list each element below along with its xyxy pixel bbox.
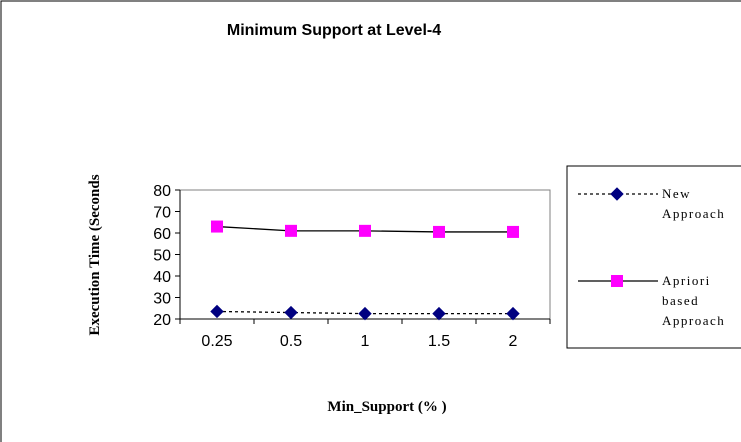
x-tick-label: 1 <box>361 333 370 350</box>
x-tick-label: 0.25 <box>201 333 232 350</box>
legend-box <box>566 165 741 349</box>
data-point-square <box>285 224 297 237</box>
y-axis-ticks: 20 30 40 50 60 70 80 <box>153 183 180 329</box>
y-tick-label: 50 <box>153 248 171 265</box>
x-tick-label: 0.5 <box>280 333 302 350</box>
legend: New Approach Apriori based Approach <box>578 186 725 328</box>
y-tick-label: 20 <box>153 312 171 329</box>
series-layer <box>210 220 520 321</box>
y-tick-label: 30 <box>153 291 171 308</box>
y-axis-label: Execution Time (Seconds <box>87 174 103 335</box>
chart-title: Minimum Support at Level-4 <box>227 22 441 39</box>
x-axis-ticks: 0.25 0.5 1 1.5 2 <box>179 319 551 350</box>
data-point-square <box>507 225 519 238</box>
legend-marker-diamond <box>610 187 624 201</box>
x-tick-label: 2 <box>509 333 518 350</box>
data-point-diamond <box>432 306 446 321</box>
legend-label: Approach <box>662 313 725 328</box>
legend-marker-square <box>611 275 623 287</box>
y-tick-label: 60 <box>153 226 171 243</box>
series-line <box>216 310 513 315</box>
x-tick-label: 1.5 <box>428 333 450 350</box>
legend-label: based <box>662 293 699 308</box>
y-tick-label: 80 <box>153 183 171 200</box>
data-point-diamond <box>284 305 298 320</box>
y-tick-label: 70 <box>153 205 171 222</box>
data-point-square <box>359 224 371 237</box>
plot-area <box>179 189 551 320</box>
data-point-diamond <box>358 306 372 321</box>
y-tick-label: 40 <box>153 269 171 286</box>
data-point-diamond <box>210 304 224 319</box>
data-point-diamond <box>506 306 520 321</box>
legend-label: Apriori <box>662 273 711 288</box>
x-axis-label: Min_Support (% ) <box>327 399 446 415</box>
legend-label: Approach <box>662 206 725 221</box>
data-point-square <box>211 220 223 233</box>
legend-label: New <box>662 186 691 201</box>
data-point-square <box>433 225 445 238</box>
